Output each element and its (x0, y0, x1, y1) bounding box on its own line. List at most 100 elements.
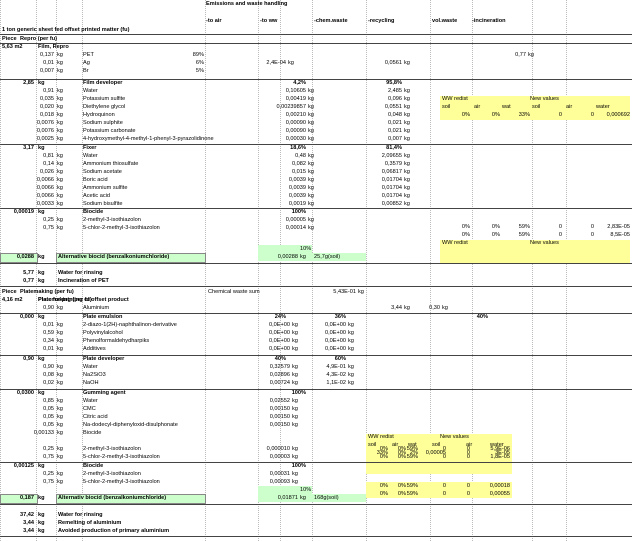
to-ww-value: 0,00014 (285, 225, 306, 231)
redist-value: 3E-05 (495, 450, 510, 456)
recycling-value: 0,048 (388, 112, 402, 118)
to-ww-value: 0,00210 (285, 112, 306, 118)
incineration-label: Incineration of PET (58, 278, 109, 284)
unit: kg (308, 104, 314, 110)
redist-column-label: wat (502, 104, 511, 110)
unit: kg (38, 278, 45, 284)
component-quantity: 0,25 (43, 471, 54, 477)
unit: kg (404, 193, 410, 199)
component-quantity: 0,59 (43, 330, 54, 336)
unit: kg (38, 270, 45, 276)
ww-redist-header-highlight (440, 240, 630, 248)
component-name: Sodium acetate (83, 169, 122, 175)
new-values-header: New values (530, 240, 559, 246)
unit: kg (57, 161, 63, 167)
unit: kg (308, 185, 314, 191)
subsection-title: Biocide (83, 463, 104, 469)
to-ww-value: 0,00150 (269, 414, 290, 420)
component-quantity: 0,018 (40, 112, 54, 118)
column-header: -incineration (472, 18, 506, 24)
unit: kg (404, 88, 410, 94)
component-name: NaOH (83, 380, 99, 386)
ww-redist-values-highlight (440, 248, 630, 264)
component-name: Potassium carbonate (83, 128, 136, 134)
unit: kg (404, 177, 410, 183)
unit: kg (57, 338, 63, 344)
unit: kg (292, 380, 298, 386)
incineration-share: 40% (476, 314, 488, 320)
to-ww-value: 0,02896 (269, 372, 290, 378)
chem-waste-value: 0,0E+00 (325, 322, 346, 328)
redist-value: 0% (397, 491, 406, 497)
component-name: 2-methyl-3-isothiazolon (83, 217, 141, 223)
unit: kg (57, 120, 63, 126)
column-gridline (430, 0, 431, 541)
component-quantity: 0,0066 (36, 177, 54, 183)
component-quantity: 0,85 (43, 398, 54, 404)
redist-value: 33% (376, 450, 388, 456)
unit: kg (404, 112, 410, 118)
row-divider (0, 144, 632, 145)
incineration-value: 0,77 (515, 52, 526, 58)
component-name: 5-chlor-2-methyl-3-isothiazolon (83, 225, 160, 231)
alt-biocide-label-cell (56, 494, 206, 504)
unit: kg (57, 112, 63, 118)
table-bottom-border (0, 536, 632, 537)
component-name: Hydroquinon (83, 112, 115, 118)
to-ww-value: 0,0039 (288, 185, 306, 191)
to-ww-share: 100% (291, 463, 306, 469)
redist-value: 0 (466, 483, 470, 489)
component-name: Water (83, 153, 98, 159)
unit: kg (38, 356, 45, 362)
unit: kg (308, 161, 314, 167)
component-quantity: 0,14 (43, 161, 54, 167)
unit: kg (404, 153, 410, 159)
component-quantity: 0,0033 (36, 201, 54, 207)
to-ww-value: 0,00093 (269, 479, 290, 485)
recycling-value: 0,06817 (381, 169, 402, 175)
row-divider (0, 462, 632, 463)
component-quantity: 0,0066 (36, 185, 54, 191)
column-gridline (36, 0, 37, 541)
component-quantity: 0,08 (43, 372, 54, 378)
to-ww-value: 0,02552 (269, 398, 290, 404)
to-ww-value: 0,0E+00 (269, 338, 290, 344)
section-title: Platemaking (per fu) (20, 289, 74, 295)
unit: kg (38, 314, 45, 320)
unit: kg (348, 346, 354, 352)
alt-biocide-ww-cell (258, 245, 312, 261)
column-header: -chem.waste (314, 18, 348, 24)
water-quantity: 37,42 (20, 512, 34, 518)
component-quantity: 0,05 (43, 414, 54, 420)
component-name: Boric acid (83, 177, 108, 183)
redist-value: 0 (558, 224, 562, 230)
unit: kg (292, 414, 298, 420)
unit: kg (308, 88, 314, 94)
unit: kg (300, 495, 306, 501)
unit: kg (57, 446, 63, 452)
unit: kg (300, 254, 306, 260)
component-quantity: 0,01 (43, 322, 54, 328)
component-quantity: 0,035 (40, 96, 54, 102)
unit: kg (57, 471, 63, 477)
unit: kg (404, 96, 410, 102)
redist-value: 0% (397, 483, 406, 489)
redist-column-label: soil (442, 104, 451, 110)
recycling-value: 0,0551 (384, 104, 402, 110)
component-name: Na-dodecyl-diphenyloxid-disulphonate (83, 422, 178, 428)
unit: kg (292, 346, 298, 352)
redist-value: 8,5E-05 (610, 232, 630, 238)
chem-waste-value: 0,0E+00 (325, 338, 346, 344)
unit: kg (404, 185, 410, 191)
unit: kg (38, 254, 45, 260)
redist-column-label: soil (432, 442, 441, 448)
unit: kg (348, 338, 354, 344)
unit: kg (292, 398, 298, 404)
unit: kg (57, 169, 63, 175)
to-ww-value: 0,0E+00 (269, 322, 290, 328)
remelting-label: Remelting of aluminium (58, 520, 122, 526)
subsection-title: Platemaking (per fu) (38, 297, 92, 303)
to-ww-value: 0,00150 (269, 422, 290, 428)
ww-redist-values-highlight (440, 104, 630, 120)
column-gridline (366, 0, 367, 541)
